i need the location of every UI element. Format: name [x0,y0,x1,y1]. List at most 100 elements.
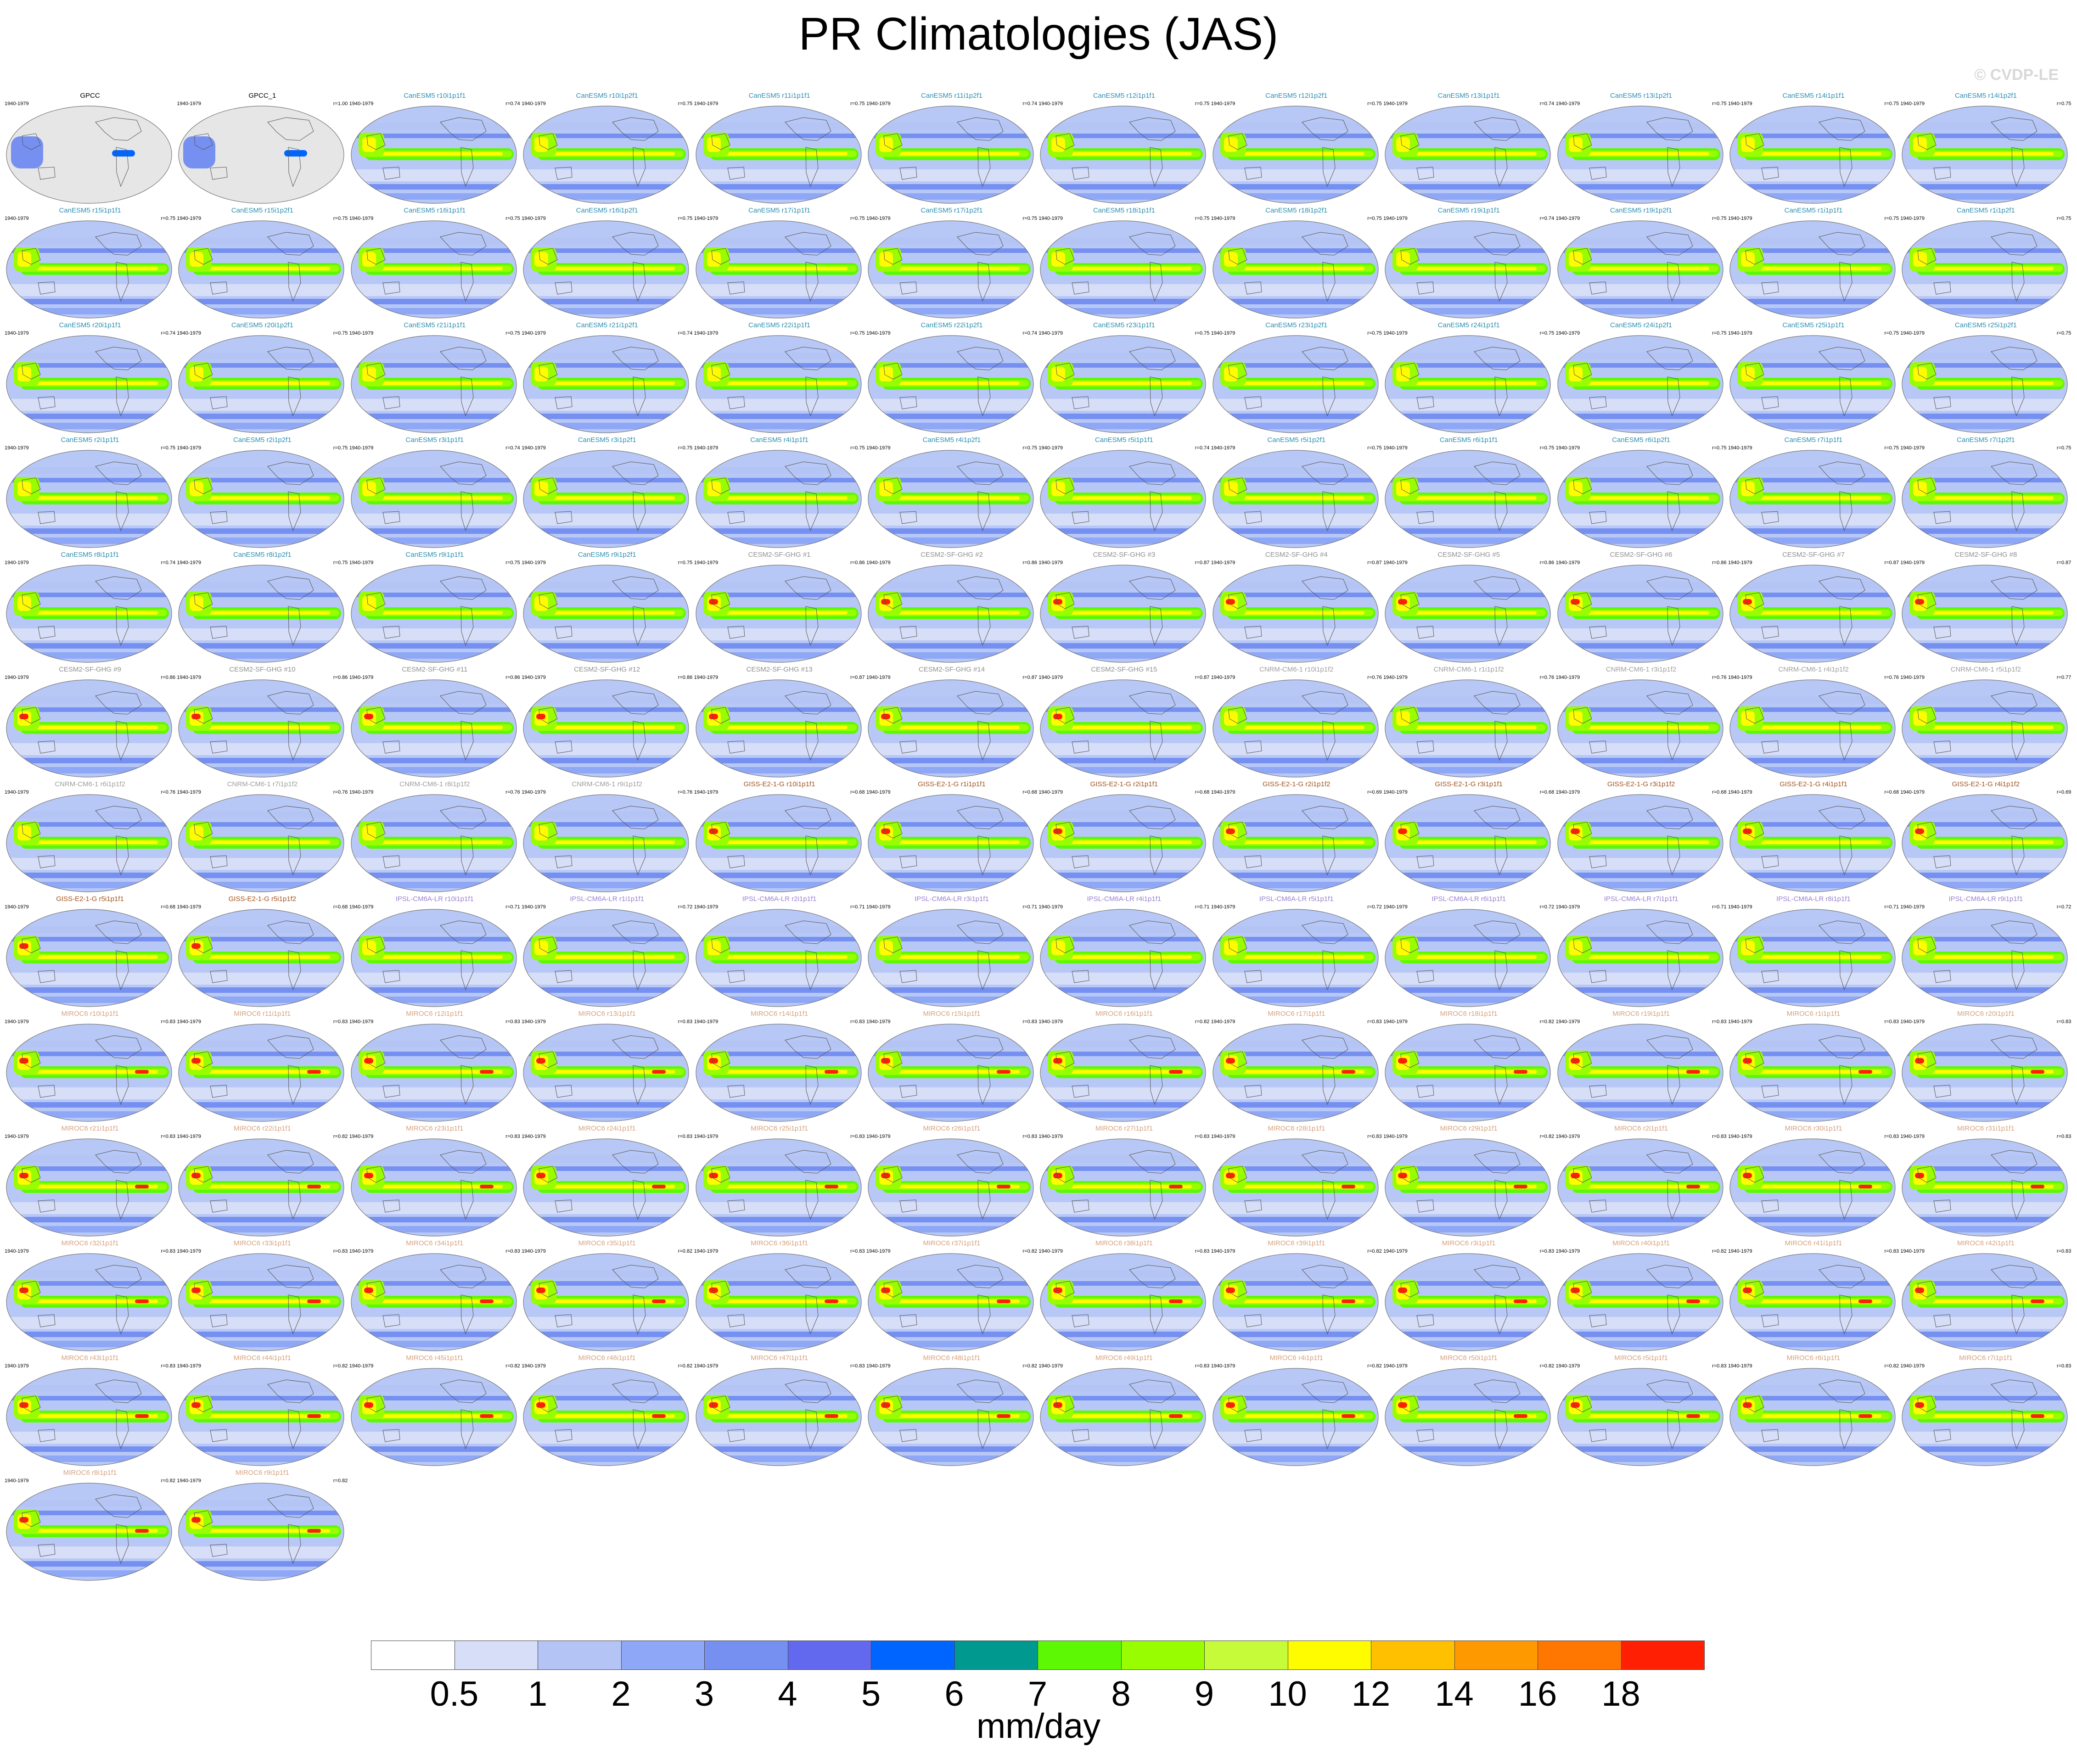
continent-outline [539,1051,558,1068]
precip-storm-track-north [1040,248,1206,253]
precip-itcz-core [1231,496,1364,500]
panel-title: GISS-E2-1-G r4i1p1f1 [1779,780,1847,788]
panel-pattern-correlation: r=0.75 [161,216,176,221]
continent-outline [382,511,400,524]
map-panel: MIROC6 r24i1p1f1 1940-1979 r=0.83 [521,1125,693,1239]
panel-title: MIROC6 r36i1p1f1 [751,1239,808,1247]
panel-title: MIROC6 r20i1p1f1 [1957,1010,2015,1018]
continent-outline [116,606,129,646]
continent-outline [1416,511,1434,524]
continent-outline [194,1395,213,1412]
continent-outline [555,970,573,983]
continent-outline [1917,363,1937,380]
continent-outline [194,363,213,380]
continent-outline [1129,1035,1176,1059]
continent-outline [539,936,558,953]
precip-storm-track-north [1213,478,1378,482]
precip-monsoon-core [17,252,31,267]
precip-dry-band [351,743,516,755]
continent-outline [1228,1395,1247,1412]
map-svg [1040,335,1206,433]
precip-itcz-core [369,1070,503,1074]
panel-title: CNRM-CM6-1 r10i1p1f2 [1259,666,1334,673]
precip-band-north [351,1041,516,1048]
map-border [6,220,172,319]
precip-itcz-core [25,1299,158,1303]
precip-storm-track-north [6,1511,172,1515]
precip-storm-track-south [1213,643,1378,649]
map-panel: MIROC6 r47i1p1f1 1940-1979 r=0.83 [693,1354,866,1469]
map-border [351,335,517,433]
precip-storm-track-north [1902,134,2068,138]
precip-monsoon-core [1568,252,1583,267]
map-panel: MIROC6 r21i1p1f1 1940-1979 r=0.83 [4,1125,176,1239]
panel-pattern-correlation: r=0.72 [1367,904,1382,910]
precip-band-north [179,467,344,474]
map-border [6,335,172,433]
map-panel: IPSL-CM6A-LR r7i1p1f1 1940-1979 r=0.71 [1555,895,1728,1010]
precip-band-north [6,467,172,474]
precip-storm-track-north [1557,1052,1723,1056]
continent-outline [267,1265,314,1288]
continent-outline [1667,147,1680,187]
panel-pattern-correlation: r=0.68 [1539,790,1555,795]
continent-outline [1400,592,1420,609]
continent-outline [1474,920,1521,944]
precip-band-south [1730,1111,1895,1118]
precip-band-south [6,308,172,314]
panel-title: CanESM5 r3i1p1f1 [405,436,464,444]
colorbar-tick-label: 0.5 [430,1674,479,1714]
continent-outline [1991,806,2038,829]
precip-dry-band [1385,858,1551,870]
panel-title: GISS-E2-1-G r5i1p1f1 [56,895,124,903]
panel-years: 1940-1979 [694,790,719,795]
map-panel: MIROC6 r15i1p1f1 1940-1979 r=0.83 [865,1010,1038,1125]
panel-years: 1940-1979 [1211,560,1235,566]
continent-outline [1072,855,1089,868]
map-panel: GISS-E2-1-G r2i1p1f1 1940-1979 r=0.68 [1038,780,1210,895]
precip-storm-track-north [6,1396,172,1400]
panel-title: MIROC6 r40i1p1f1 [1612,1239,1670,1247]
precip-itcz-core [197,1185,331,1188]
precip-itcz-core [25,726,158,729]
precip-storm-track-south [1213,758,1378,763]
precip-storm-track-north [1902,1396,2068,1400]
precip-itcz-core [1920,381,2054,385]
continent-outline [1400,707,1420,724]
continent-outline [22,1510,41,1527]
map-svg [1557,1138,1723,1237]
panel-title: MIROC6 r11i1p1f1 [234,1010,291,1018]
precip-band-north [179,1500,344,1507]
panel-pattern-correlation: r=0.75 [333,216,348,221]
precip-storm-track-north [1385,707,1551,712]
precip-storm-track-north [1385,134,1551,138]
continent-outline [1667,606,1680,646]
precip-itcz-core [1403,496,1537,500]
map-svg [1902,335,2068,433]
precip-dry-band [351,1432,516,1444]
map-panel: MIROC6 r17i1p1f1 1940-1979 r=0.83 [1210,1010,1383,1125]
panel-pattern-correlation: r=0.83 [1022,1134,1038,1139]
panel-pattern-correlation: r=0.83 [1022,1019,1038,1025]
precip-band-south [6,1226,172,1232]
precip-storm-track-south [1730,528,1895,534]
map-panel: CanESM5 r21i1p2f1 1940-1979 r=0.74 [521,321,693,436]
map-border [1729,220,1896,319]
precip-band-south [1385,1456,1551,1462]
precip-monsoon-core [1396,367,1410,381]
precip-storm-track-north [868,248,1033,253]
precip-storm-track-north [1902,937,2068,941]
precip-storm-track-north [351,363,516,368]
continent-outline [382,1199,400,1213]
map-border [1040,220,1206,319]
continent-outline [1416,167,1434,180]
panel-pattern-correlation: r=0.76 [1712,675,1727,680]
panel-pattern-correlation: r=0.71 [1195,904,1210,910]
map-svg [695,794,862,892]
continent-outline [439,1035,487,1059]
colorbar-box [621,1641,705,1670]
map-svg [178,1483,344,1581]
panel-title: GISS-E2-1-G r4i1p1f2 [1952,780,2020,788]
precip-storm-track-north [1902,1166,2068,1171]
precip-storm-track-north [523,1396,689,1400]
